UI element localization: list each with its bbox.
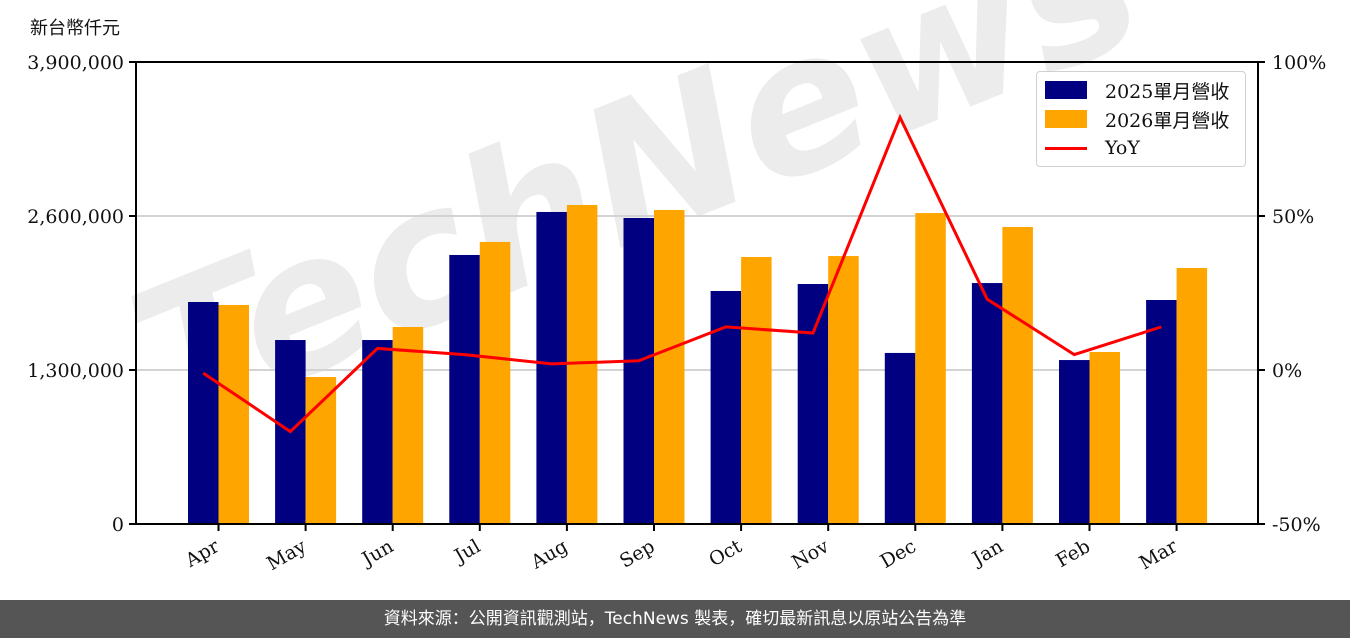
y-axis-unit-label: 新台幣仟元: [30, 18, 120, 39]
bar-2026-oct: [741, 256, 772, 524]
bar-2026-sep: [654, 209, 685, 524]
bar-2026-jul: [479, 241, 511, 525]
x-tick-label-apr: Apr: [181, 535, 224, 572]
revenue-chart: TechNews 01,300,0002,600,0003,900,000-50…: [27, 0, 1326, 575]
bar-2025-jun: [362, 340, 393, 524]
legend-swatch-2026: [1045, 110, 1087, 128]
y2-tick-label: 50%: [1272, 206, 1314, 228]
source-footer: 資料來源：公開資訊觀測站，TechNews 製表，確切最新訊息以原站公告為準: [0, 600, 1350, 638]
bar-2025-dec: [884, 352, 916, 524]
yoy-line: [202, 113, 1162, 434]
bar-2026-jan: [1002, 227, 1033, 525]
legend-swatch-2025: [1045, 81, 1087, 99]
legend-item-2025: 2025單月營收: [1045, 78, 1230, 103]
bar-2026-apr: [218, 304, 249, 524]
y-tick-label: 1,300,000: [27, 360, 124, 382]
bar-2025-mar: [1146, 299, 1177, 524]
y-tick-label: 2,600,000: [27, 206, 124, 228]
y-tick-label: 0: [112, 514, 124, 536]
y2-tick-label: 0%: [1272, 360, 1302, 382]
x-tick-label-jul: Jul: [449, 535, 484, 568]
x-tick-label-may: May: [263, 535, 310, 575]
bar-2025-jul: [449, 254, 480, 524]
bar-2026-feb: [1089, 351, 1120, 524]
bar-2026-jun: [392, 326, 424, 524]
x-tick-label-feb: Feb: [1052, 535, 1094, 572]
x-tick-label-mar: Mar: [1136, 535, 1182, 574]
legend-line-yoy: [1045, 146, 1087, 150]
bar-2025-feb: [1059, 360, 1090, 524]
bar-2025-apr: [188, 302, 219, 524]
bar-2026-nov: [828, 256, 859, 524]
x-tick-label-jun: Jun: [357, 535, 398, 571]
x-tick-label-jan: Jan: [967, 535, 1007, 571]
y2-tick-label: -50%: [1272, 514, 1321, 536]
legend-item-yoy: YoY: [1045, 136, 1140, 160]
bar-2026-dec: [915, 213, 946, 525]
x-tick-label-oct: Oct: [705, 535, 746, 571]
bar-2025-aug: [536, 211, 567, 525]
legend-item-2026: 2026單月營收: [1045, 107, 1230, 132]
legend-label-2025: 2025單月營收: [1105, 80, 1230, 103]
x-tick-label-nov: Nov: [788, 535, 833, 574]
x-tick-label-dec: Dec: [877, 535, 920, 573]
chart-container: 新台幣仟元 TechNews 01,300,0002,600,0003,900,…: [27, 0, 1326, 575]
bar-2026-may: [305, 376, 337, 524]
y-tick-label: 3,900,000: [27, 52, 124, 74]
bar-2026-mar: [1176, 268, 1208, 524]
legend-label-2026: 2026單月營收: [1105, 109, 1230, 132]
y2-tick-label: 100%: [1272, 52, 1326, 74]
legend-label-yoy: YoY: [1105, 137, 1140, 159]
x-tick-label-aug: Aug: [527, 535, 572, 574]
legend: 2025單月營收 2026單月營收 YoY: [1036, 71, 1246, 167]
x-tick-label-sep: Sep: [616, 535, 659, 572]
yoy-polyline: [202, 113, 1162, 434]
bar-2025-sep: [623, 218, 654, 524]
bar-2025-jan: [971, 283, 1003, 524]
bar-2025-nov: [797, 283, 829, 524]
